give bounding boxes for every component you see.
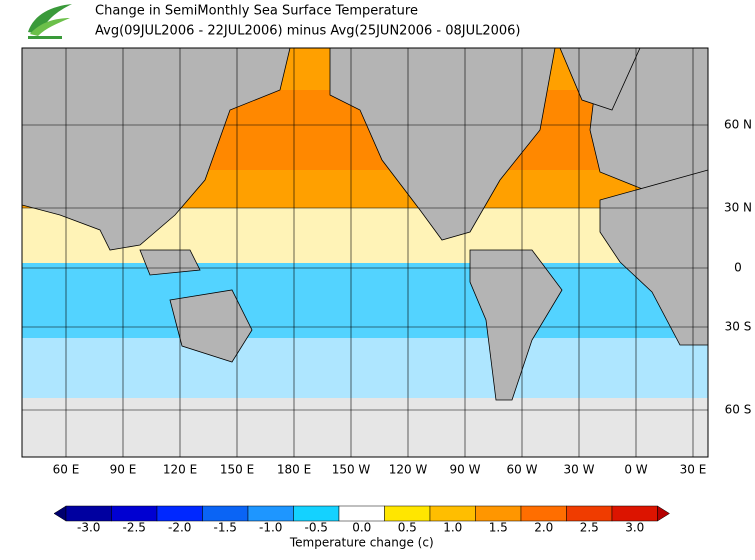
subtitle: Avg(09JUL2006 - 22JUL2006) minus Avg(25J… (95, 24, 521, 39)
colorbar-swatch (111, 505, 158, 522)
colorbar-swatch (611, 505, 658, 522)
latitude-label: 0 (734, 261, 742, 275)
map (21, 47, 709, 458)
colorbar-swatch (520, 505, 567, 522)
colorbar-swatch (475, 505, 522, 522)
longitude-label: 0 W (624, 463, 647, 477)
colorbar-label: -1.0 (259, 521, 282, 535)
colorbar-label: -0.5 (305, 521, 328, 535)
colorbar-label: 2.0 (534, 521, 553, 535)
longitude-label: 30 W (564, 463, 595, 477)
colorbar-label: -3.0 (77, 521, 100, 535)
colorbar-low-end (53, 505, 67, 522)
colorbar-swatch (429, 505, 476, 522)
latitude-label: 30 N (724, 201, 752, 215)
longitude-label: 90 W (450, 463, 481, 477)
latitude-label: 30 S (725, 320, 752, 334)
colorbar-label: -2.5 (123, 521, 146, 535)
colorbar-label: 1.5 (489, 521, 508, 535)
longitude-label: 180 E (277, 463, 311, 477)
colorbar-high-end (657, 505, 670, 522)
colorbar-swatch (65, 505, 112, 522)
longitude-label: 60 E (53, 463, 80, 477)
colorbar-swatch (384, 505, 431, 522)
title: Change in SemiMonthly Sea Surface Temper… (95, 4, 418, 19)
colorbar-label: 3.0 (625, 521, 644, 535)
colorbar-label: 0.5 (398, 521, 417, 535)
latitude-label: 60 N (724, 118, 752, 132)
latitude-label: 60 S (725, 403, 752, 417)
colorbar-swatch (566, 505, 613, 522)
colorbar-swatch (202, 505, 249, 522)
longitude-label: 150 E (220, 463, 254, 477)
colorbar-label: 2.5 (580, 521, 599, 535)
longitude-label: 150 W (332, 463, 371, 477)
colorbar-label: -2.0 (168, 521, 191, 535)
longitude-label: 30 E (680, 463, 707, 477)
colorbar-label: 0.0 (352, 521, 371, 535)
colorbar-swatch (338, 505, 385, 522)
colorbar-swatch (293, 505, 340, 522)
colorbar-label: 1.0 (443, 521, 462, 535)
longitude-label: 60 W (507, 463, 538, 477)
colorbar: -3.0 -2.5 -2.0 -1.5 -1.0 -0.5 0.0 0.5 1.0 1.5 2.0 2… (53, 505, 670, 550)
longitude-label: 120 E (163, 463, 197, 477)
colorbar-swatch (156, 505, 203, 522)
colorbar-title: Temperature change (c) (289, 536, 434, 550)
longitude-label: 90 E (110, 463, 137, 477)
colorbar-label: -1.5 (214, 521, 237, 535)
logo (28, 4, 72, 39)
colorbar-swatch (247, 505, 294, 522)
longitude-label: 120 W (389, 463, 428, 477)
